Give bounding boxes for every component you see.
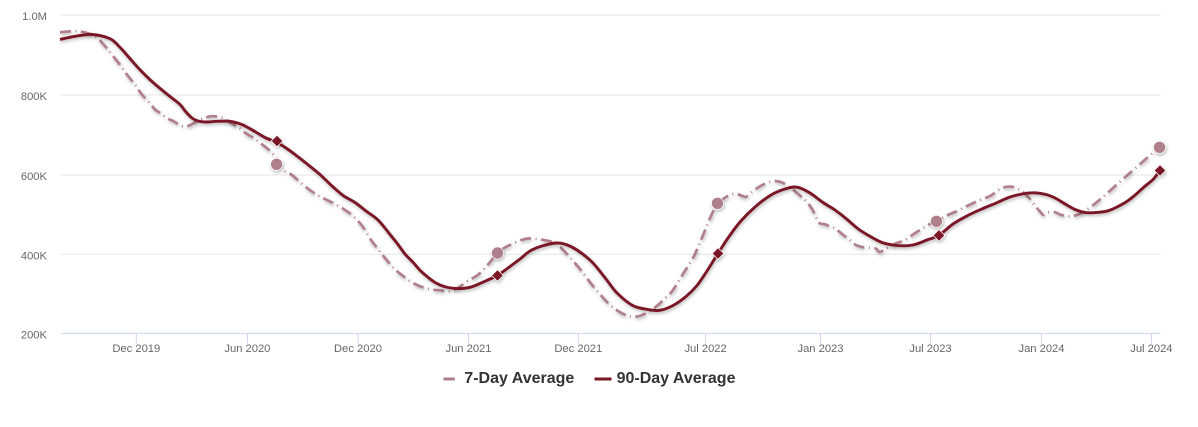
svg-text:90-Day Average: 90-Day Average	[617, 370, 736, 387]
svg-text:Jan 2024: Jan 2024	[1018, 343, 1064, 355]
svg-text:Jul 2023: Jul 2023	[909, 343, 951, 355]
svg-text:800K: 800K	[21, 91, 48, 103]
svg-text:Jul 2024: Jul 2024	[1130, 343, 1172, 355]
svg-text:Jan 2023: Jan 2023	[797, 343, 843, 355]
svg-text:7-Day Average: 7-Day Average	[464, 370, 574, 387]
svg-text:400K: 400K	[21, 250, 48, 262]
svg-text:200K: 200K	[21, 329, 48, 341]
svg-text:1.0M: 1.0M	[22, 11, 47, 23]
svg-text:Jul 2022: Jul 2022	[684, 343, 726, 355]
svg-text:Dec 2020: Dec 2020	[334, 343, 382, 355]
svg-text:600K: 600K	[21, 171, 48, 183]
svg-text:Jun 2021: Jun 2021	[445, 343, 491, 355]
svg-text:Jun 2020: Jun 2020	[224, 343, 270, 355]
svg-text:Dec 2021: Dec 2021	[554, 343, 602, 355]
svg-text:Dec 2019: Dec 2019	[112, 343, 160, 355]
